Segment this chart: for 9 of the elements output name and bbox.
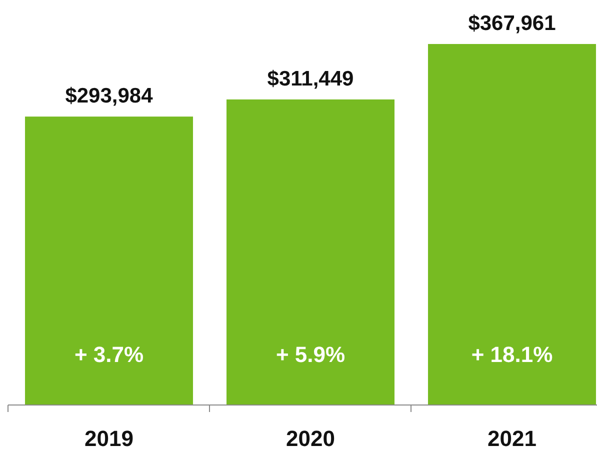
data-label: $311,449 xyxy=(267,67,354,90)
x-tick-label: 2020 xyxy=(286,426,335,451)
x-tick-label: 2021 xyxy=(488,426,536,451)
annotation: + 18.1% xyxy=(471,342,553,367)
annotation: + 5.9% xyxy=(276,342,346,367)
data-label: $293,984 xyxy=(65,84,154,108)
x-tick-label: 2019 xyxy=(84,426,134,451)
data-label: $367,961 xyxy=(468,12,556,35)
annotation: + 3.7% xyxy=(74,342,144,367)
